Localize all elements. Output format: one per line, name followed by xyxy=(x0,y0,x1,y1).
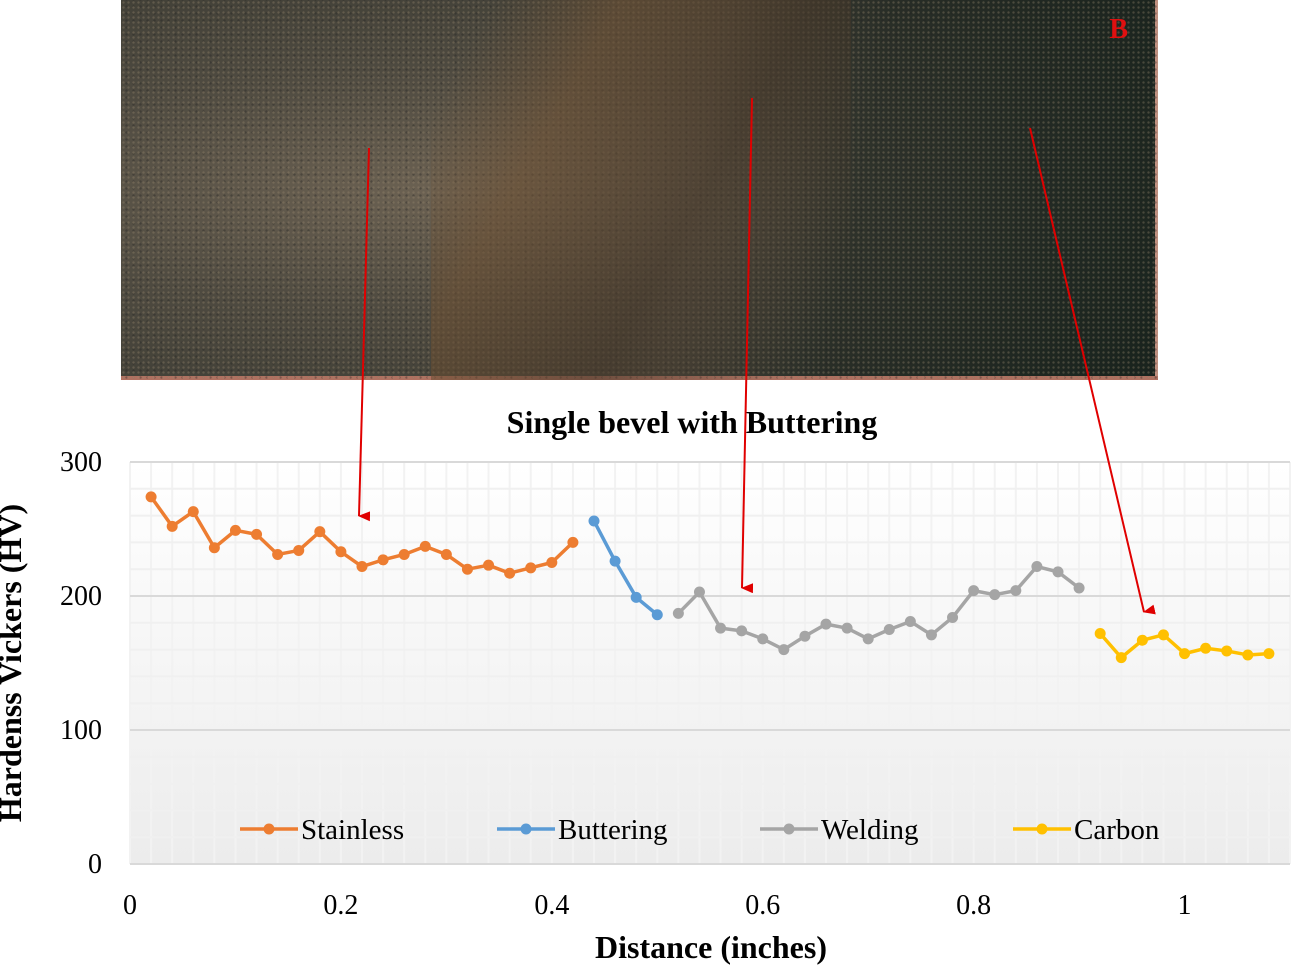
legend-marker xyxy=(783,823,795,835)
data-point xyxy=(672,607,684,619)
data-point xyxy=(208,542,220,554)
data-point xyxy=(356,561,368,573)
data-point xyxy=(799,630,811,642)
data-point xyxy=(504,567,516,579)
data-point xyxy=(778,644,790,656)
data-point xyxy=(820,618,832,630)
data-point xyxy=(461,563,473,575)
data-point xyxy=(715,622,727,634)
data-point xyxy=(1157,629,1169,641)
legend-item-stainless: Stainless xyxy=(240,814,404,846)
data-point xyxy=(229,524,241,536)
data-point xyxy=(546,557,558,568)
data-point xyxy=(483,559,495,571)
data-point xyxy=(947,611,959,623)
data-point xyxy=(904,615,916,627)
panel-label: B xyxy=(1109,14,1128,45)
data-point xyxy=(1073,582,1085,594)
x-tick-label: 0 xyxy=(123,890,137,921)
series-welding xyxy=(672,561,1085,656)
data-point xyxy=(588,515,600,527)
legend-item-buttering: Buttering xyxy=(497,814,668,846)
data-point xyxy=(1031,561,1043,573)
x-axis-label: Distance (inches) xyxy=(595,929,827,965)
data-point xyxy=(630,591,642,603)
series-line xyxy=(592,520,659,617)
data-point xyxy=(1263,648,1275,660)
arrow-carbon xyxy=(1029,127,1156,615)
legend-item-carbon: Carbon xyxy=(1013,814,1160,846)
data-point xyxy=(841,622,853,634)
data-point xyxy=(398,548,410,560)
y-tick-label: 200 xyxy=(60,581,102,612)
y-tick-label: 0 xyxy=(88,849,102,880)
tick-labels: 0 0.2 0.4 0.6 0.8 1 0 100 200 300 xyxy=(60,447,1192,921)
x-tick-label: 0.2 xyxy=(323,890,358,921)
arrow-stainless xyxy=(358,147,371,522)
data-point xyxy=(251,528,263,540)
data-point xyxy=(187,506,199,518)
legend-label: Buttering xyxy=(558,814,668,846)
legend-marker xyxy=(1036,823,1048,835)
data-point xyxy=(609,555,621,567)
legend-label: Carbon xyxy=(1074,814,1160,846)
x-tick-label: 0.4 xyxy=(534,890,569,921)
y-tick-label: 100 xyxy=(60,715,102,746)
data-point xyxy=(1221,645,1233,657)
data-point xyxy=(525,562,537,574)
legend-label: Stainless xyxy=(301,814,404,846)
x-tick-label: 1 xyxy=(1178,890,1192,921)
data-point xyxy=(883,624,895,635)
legend-marker xyxy=(520,823,532,835)
data-point xyxy=(1052,566,1064,578)
data-point xyxy=(567,536,579,548)
legend: Stainless Buttering Welding Carbon xyxy=(240,814,1160,846)
data-point xyxy=(1115,652,1127,664)
data-point xyxy=(440,548,452,560)
data-point xyxy=(736,625,748,637)
data-point xyxy=(272,548,284,560)
y-tick-label: 300 xyxy=(60,447,102,478)
series-carbon xyxy=(1094,628,1275,664)
data-point xyxy=(1010,585,1022,597)
y-axis-label: Hardenss Vickers (HV) xyxy=(0,504,28,822)
series-buttering xyxy=(588,515,663,621)
chart-title: Single bevel with Buttering xyxy=(507,404,878,440)
data-point xyxy=(1136,634,1148,646)
data-point xyxy=(989,589,1001,601)
arrow-welding xyxy=(741,97,754,594)
x-tick-label: 0.8 xyxy=(956,890,991,921)
data-point xyxy=(293,544,305,556)
specimen-photo: B xyxy=(121,0,1158,380)
legend-label: Welding xyxy=(821,814,919,846)
data-point xyxy=(651,609,663,621)
series-stainless xyxy=(145,491,579,579)
plot-area xyxy=(130,462,1290,864)
data-point xyxy=(314,526,326,538)
data-point xyxy=(925,629,937,641)
weld-zone xyxy=(431,0,851,380)
data-point xyxy=(968,585,980,597)
data-point xyxy=(335,546,347,558)
x-tick-label: 0.6 xyxy=(745,890,780,921)
annotation-arrows xyxy=(358,97,1156,615)
data-point xyxy=(693,586,705,598)
data-point xyxy=(377,554,389,566)
data-point xyxy=(145,491,157,503)
data-point xyxy=(1242,649,1254,661)
data-point xyxy=(166,520,178,532)
legend-marker xyxy=(263,823,275,835)
data-point xyxy=(1094,628,1106,640)
data-point xyxy=(419,540,431,552)
legend-item-welding: Welding xyxy=(760,814,919,846)
series-group xyxy=(145,491,1275,664)
data-point xyxy=(1179,648,1191,660)
data-point xyxy=(757,633,769,645)
data-point xyxy=(862,633,874,645)
data-point xyxy=(1200,642,1212,654)
